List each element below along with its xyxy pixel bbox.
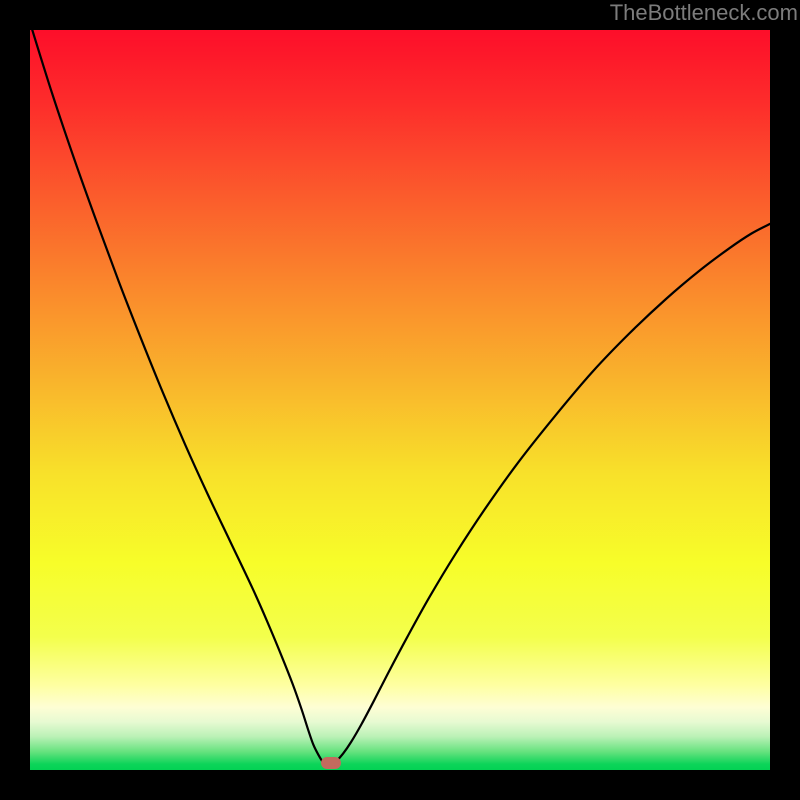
watermark-text: TheBottleneck.com xyxy=(610,0,798,26)
figure-canvas: TheBottleneck.com xyxy=(0,0,800,800)
bottleneck-curve xyxy=(30,30,770,765)
plot-area xyxy=(30,30,770,770)
optimum-marker xyxy=(321,757,341,769)
curve-layer xyxy=(30,30,770,770)
